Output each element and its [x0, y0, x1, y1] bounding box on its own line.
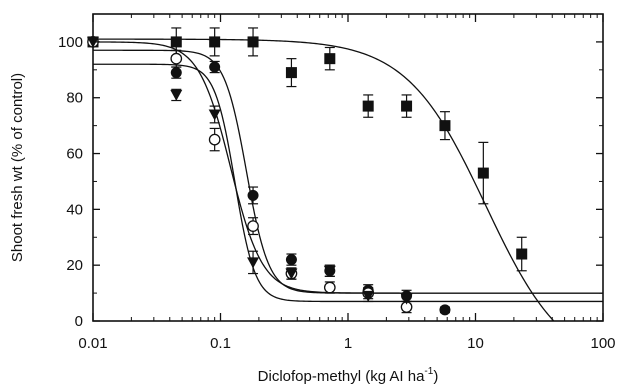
x-tick-label: 1: [344, 335, 352, 352]
x-axis-label-superscript: -1: [424, 366, 433, 377]
data-point-open-circle: [247, 220, 259, 232]
data-point-filled-triangle-down: [400, 293, 413, 305]
data-point-filled-triangle-down: [362, 290, 375, 302]
data-point-filled-triangle-down: [247, 257, 260, 269]
data-point-filled-circle: [247, 189, 259, 201]
data-point-filled-triangle-down: [285, 268, 298, 280]
x-axis-label: Diclofop-methyl (kg AI ha-1): [258, 366, 439, 385]
x-axis-ticks: 0.01 0.1 1 10 100: [78, 14, 616, 352]
data-point-filled-square: [362, 100, 374, 112]
error-bars: [171, 27, 527, 314]
data-point-filled-square: [401, 100, 413, 112]
data-point-open-circle: [323, 281, 336, 294]
y-tick-label: 0: [75, 313, 83, 330]
data-point-filled-square: [324, 53, 336, 65]
data-point-filled-triangle-down: [208, 109, 221, 121]
data-point-filled-triangle-down: [170, 89, 183, 101]
y-axis-label: Shoot fresh wt (% of control): [9, 73, 26, 262]
fitted-curves: [93, 38, 603, 321]
data-point-filled-square: [247, 36, 259, 48]
y-tick-label: 40: [66, 201, 83, 218]
data-point-filled-square: [477, 167, 489, 179]
plot-frame: [92, 13, 604, 322]
x-axis-label-main: Diclofop-methyl (kg AI ha: [258, 368, 425, 385]
data-point-filled-square: [439, 120, 451, 132]
y-axis-ticks: 0 20 40 60 80 100: [58, 34, 603, 330]
y-tick-label: 100: [58, 34, 83, 51]
data-point-open-circle: [208, 133, 221, 146]
x-tick-label: 0.01: [78, 335, 107, 352]
x-tick-label: 100: [590, 335, 615, 352]
data-point-open-circle: [170, 52, 183, 65]
data-point-filled-square: [516, 248, 528, 260]
x-tick-label: 0.1: [210, 335, 231, 352]
data-point-filled-square: [209, 36, 221, 48]
fit-curve-filled-square: [93, 38, 555, 321]
data-point-filled-circle: [170, 67, 182, 79]
data-point-filled-square: [285, 67, 297, 79]
data-point-filled-circle: [285, 254, 297, 266]
x-axis-label-close: ): [433, 368, 438, 385]
y-tick-label: 80: [66, 90, 83, 107]
fit-curve-filled-triangle-down: [93, 63, 603, 303]
data-point-filled-circle: [439, 304, 451, 316]
y-tick-label: 60: [66, 146, 83, 163]
x-tick-label: 10: [467, 335, 484, 352]
data-point-filled-circle: [209, 61, 221, 73]
data-markers: [87, 36, 528, 316]
data-point-filled-triangle-down: [323, 265, 336, 277]
data-point-filled-square: [170, 36, 182, 48]
y-tick-label: 20: [66, 257, 83, 274]
